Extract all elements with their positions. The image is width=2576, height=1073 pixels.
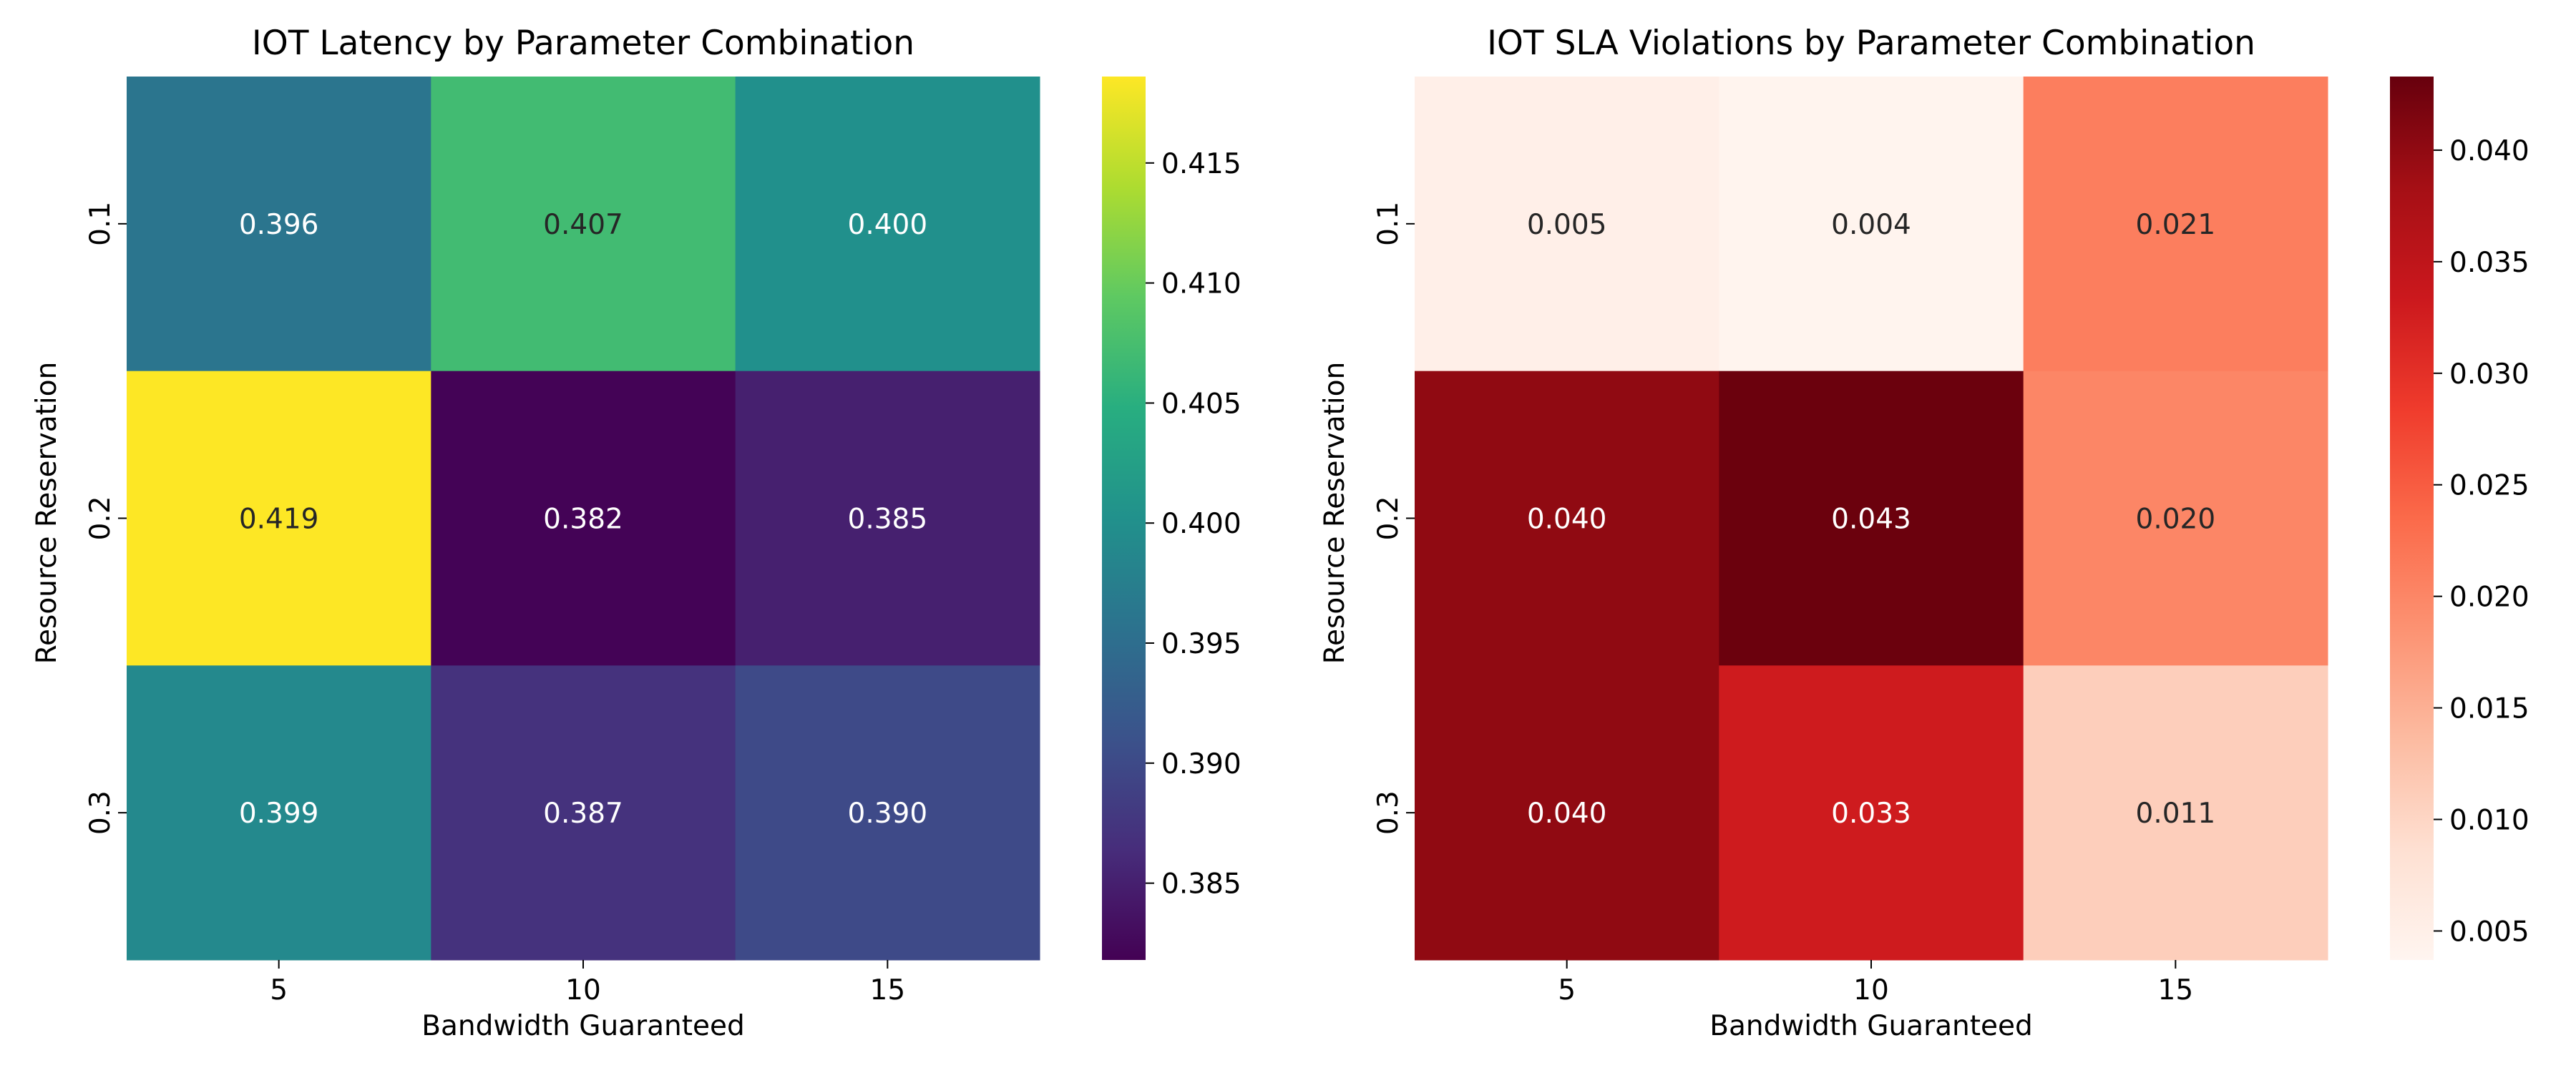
latency-heatmap-cell (127, 371, 431, 666)
sla-x-tick-label: 10 (1853, 974, 1889, 1006)
sla-cell-value-label: 0.040 (1527, 798, 1607, 830)
latency-heatmap-cell (735, 77, 1040, 372)
sla-colorbar-tick-label: 0.040 (2449, 135, 2529, 167)
sla-chart-title: IOT SLA Violations by Parameter Combinat… (1487, 24, 2255, 63)
sla-cell-value-label: 0.011 (2136, 798, 2216, 830)
latency-y-tick-label: 0.1 (84, 202, 117, 246)
latency-colorbar-tick-label: 0.400 (1161, 508, 1241, 540)
latency-cell-value-label: 0.387 (543, 798, 623, 830)
sla-colorbar-tick-label: 0.015 (2449, 693, 2529, 725)
sla-heatmap-cell (2023, 371, 2328, 666)
latency-heatmap-cell (127, 77, 431, 372)
latency-cell-value-label: 0.407 (543, 209, 623, 241)
latency-x-tick-label: 10 (565, 974, 601, 1006)
sla-colorbar-tick-label: 0.035 (2449, 247, 2529, 279)
latency-colorbar-tick-label: 0.410 (1161, 268, 1241, 300)
latency-colorbar-tick-label: 0.405 (1161, 388, 1241, 420)
sla-colorbar-ticks: 0.005 0.010 0.015 0.020 0.025 0.030 0.035 0.040 (2434, 135, 2529, 948)
latency-heatmap-cell (735, 371, 1040, 666)
latency-y-axis-label: Resource Reservation (31, 362, 63, 665)
latency-heatmap-panel: IOT Latency by Parameter Combination 0.3… (31, 24, 1241, 1042)
sla-cell-value-label: 0.043 (1831, 504, 1911, 536)
sla-heatmap-cell (1719, 371, 2024, 666)
sla-axis-ticks: 5 10 15 0.1 0.2 0.3 (1372, 202, 2193, 1006)
latency-heatmap-cell (127, 665, 431, 961)
sla-colorbar-tick-label: 0.025 (2449, 470, 2529, 502)
sla-heatmap-cell (1415, 77, 1719, 372)
latency-chart-title: IOT Latency by Parameter Combination (252, 24, 914, 63)
latency-cell-value-label: 0.385 (848, 504, 928, 536)
sla-colorbar-tick-label: 0.030 (2449, 358, 2529, 391)
latency-cell-value-label: 0.419 (239, 504, 319, 536)
latency-cell-value-label: 0.390 (848, 798, 928, 830)
latency-heatmap-cell (431, 371, 736, 666)
sla-x-tick-label: 15 (2158, 974, 2194, 1006)
latency-colorbar-tick-label: 0.385 (1161, 868, 1241, 901)
sla-colorbar-tick-label: 0.005 (2449, 916, 2529, 948)
sla-cell-value-label: 0.020 (2136, 504, 2216, 536)
latency-cell-value-label: 0.400 (848, 209, 928, 241)
latency-colorbar-tick-label: 0.390 (1161, 748, 1241, 780)
latency-x-axis-label: Bandwidth Guaranteed (421, 1010, 745, 1042)
latency-colorbar-tick-label: 0.415 (1161, 148, 1241, 180)
sla-cell-value-label: 0.021 (2136, 209, 2216, 241)
latency-axis-ticks: 5 10 15 0.1 0.2 0.3 (84, 202, 905, 1006)
sla-y-tick-label: 0.2 (1372, 496, 1405, 540)
sla-heatmap-cell (2023, 665, 2328, 961)
sla-colorbar (2390, 77, 2434, 960)
latency-heatmap-cells: 0.396 0.407 0.400 0.419 0.382 0.385 0.399 0.387… (127, 77, 1040, 961)
sla-y-axis-label: Resource Reservation (1319, 362, 1351, 665)
sla-y-tick-label: 0.3 (1372, 790, 1405, 835)
sla-heatmap-cells: 0.005 0.004 0.021 0.040 0.043 0.020 0.040 0.033… (1415, 77, 2328, 961)
latency-colorbar-tick-label: 0.395 (1161, 628, 1241, 660)
latency-colorbar (1102, 77, 1146, 960)
sla-colorbar-tick-label: 0.020 (2449, 582, 2529, 614)
latency-cell-value-label: 0.399 (239, 798, 319, 830)
latency-x-tick-label: 15 (870, 974, 906, 1006)
latency-heatmap-cell (431, 77, 736, 372)
sla-heatmap-cell (2023, 77, 2328, 372)
sla-x-tick-label: 5 (1558, 974, 1576, 1006)
sla-cell-value-label: 0.005 (1527, 209, 1607, 241)
sla-heatmap-cell (1719, 77, 2024, 372)
latency-cell-value-label: 0.396 (239, 209, 319, 241)
latency-heatmap-cell (735, 665, 1040, 961)
sla-heatmap-cell (1719, 665, 2024, 961)
latency-cell-value-label: 0.382 (543, 504, 623, 536)
sla-x-axis-label: Bandwidth Guaranteed (1709, 1010, 2033, 1042)
latency-heatmap-cell (431, 665, 736, 961)
sla-cell-value-label: 0.004 (1831, 209, 1911, 241)
sla-y-tick-label: 0.1 (1372, 202, 1405, 246)
sla-heatmap-cell (1415, 665, 1719, 961)
latency-x-tick-label: 5 (270, 974, 288, 1006)
sla-cell-value-label: 0.040 (1527, 504, 1607, 536)
sla-cell-value-label: 0.033 (1831, 798, 1911, 830)
sla-colorbar-tick-label: 0.010 (2449, 805, 2529, 837)
latency-y-tick-label: 0.3 (84, 790, 117, 835)
sla-heatmap-panel: IOT SLA Violations by Parameter Combinat… (1319, 24, 2529, 1042)
sla-heatmap-cell (1415, 371, 1719, 666)
latency-colorbar-ticks: 0.385 0.390 0.395 0.400 0.405 0.410 0.415 (1146, 148, 1241, 901)
latency-y-tick-label: 0.2 (84, 496, 117, 540)
